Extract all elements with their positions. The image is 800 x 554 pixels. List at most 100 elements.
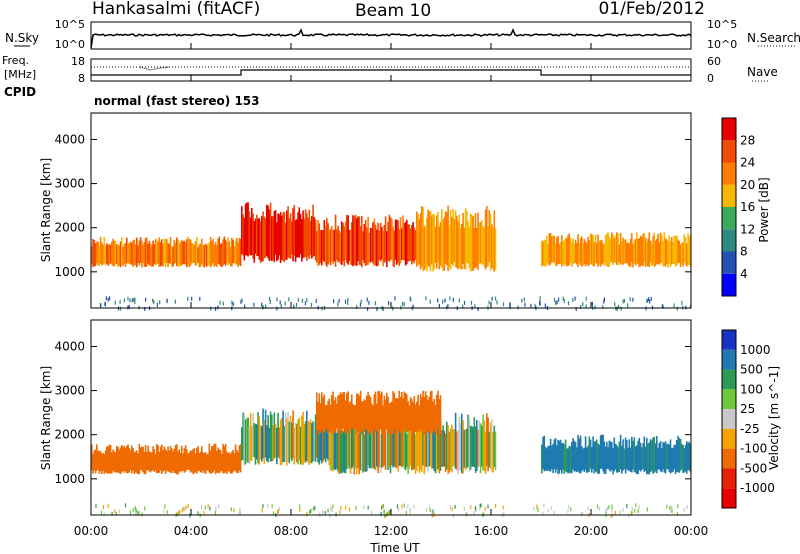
power-colorbar-label: Power [dB] bbox=[757, 177, 771, 242]
heatmap-cell bbox=[114, 300, 116, 305]
heatmap-cell bbox=[428, 415, 431, 467]
heatmap-cell bbox=[107, 446, 109, 474]
heatmap-cell bbox=[402, 215, 404, 260]
heatmap-cell bbox=[646, 298, 649, 303]
heatmap-cell bbox=[541, 444, 543, 474]
heatmap-cell bbox=[448, 431, 451, 473]
heatmap-cell bbox=[329, 513, 331, 518]
heatmap-cell bbox=[486, 413, 488, 466]
heatmap-cell bbox=[554, 438, 557, 473]
heatmap-cell bbox=[391, 422, 393, 466]
heatmap-cell bbox=[310, 302, 313, 307]
heatmap-cell bbox=[291, 221, 293, 255]
heatmap-cell bbox=[424, 391, 427, 432]
heatmap-cell bbox=[439, 414, 442, 471]
heatmap-cell bbox=[266, 204, 268, 256]
heatmap-cell bbox=[294, 422, 297, 459]
heatmap-cell bbox=[272, 216, 274, 260]
heatmap-cell bbox=[635, 503, 637, 508]
colorbar-segment bbox=[722, 369, 736, 390]
colorbar-tick-label: 20 bbox=[740, 178, 755, 192]
heatmap-cell bbox=[317, 220, 319, 267]
heatmap-cell bbox=[381, 391, 383, 435]
heatmap-cell bbox=[467, 414, 469, 467]
heatmap-cell bbox=[156, 240, 158, 265]
heatmap-cell bbox=[398, 429, 401, 466]
heatmap-cell bbox=[292, 208, 294, 262]
heatmap-cell bbox=[356, 218, 358, 266]
heatmap-cell bbox=[231, 237, 233, 267]
heatmap-cell bbox=[653, 232, 656, 268]
heatmap-cell bbox=[204, 451, 207, 474]
heatmap-cell bbox=[136, 237, 138, 268]
heatmap-cell bbox=[454, 210, 457, 268]
heatmap-cell bbox=[317, 425, 319, 463]
heatmap-cell bbox=[622, 439, 624, 471]
heatmap-cell bbox=[401, 301, 404, 306]
heatmap-cell bbox=[381, 416, 383, 468]
heatmap-cell bbox=[149, 243, 152, 266]
heatmap-cell bbox=[631, 506, 633, 511]
heatmap-cell bbox=[544, 240, 547, 267]
heatmap-cell bbox=[103, 236, 106, 264]
heatmap-cell bbox=[368, 233, 371, 263]
heatmap-cell bbox=[577, 435, 579, 472]
heatmap-cell bbox=[569, 446, 572, 474]
heatmap-cell bbox=[334, 397, 337, 434]
heatmap-cell bbox=[331, 414, 333, 471]
heatmap-cell bbox=[182, 241, 184, 265]
heatmap-cell bbox=[419, 426, 422, 471]
heatmap-cell bbox=[378, 391, 381, 430]
heatmap-cell bbox=[244, 419, 247, 465]
heatmap-cell bbox=[611, 508, 613, 513]
heatmap-cell bbox=[491, 224, 493, 268]
heatmap-cell bbox=[332, 391, 334, 431]
heatmap-cell bbox=[319, 230, 322, 264]
heatmap-cell bbox=[487, 226, 489, 267]
heatmap-cell bbox=[543, 239, 546, 267]
heatmap-cell bbox=[463, 227, 466, 269]
heatmap-cell bbox=[388, 432, 391, 468]
heatmap-cell bbox=[662, 442, 664, 470]
heatmap-cell bbox=[261, 508, 263, 513]
heatmap-cell bbox=[316, 392, 318, 431]
heatmap-cell bbox=[686, 441, 688, 474]
heatmap-cell bbox=[546, 448, 548, 472]
heatmap-cell bbox=[99, 237, 102, 264]
heatmap-cell bbox=[302, 210, 304, 258]
colorbar-segment bbox=[722, 140, 736, 163]
heatmap-cell bbox=[97, 241, 99, 266]
heatmap-cell bbox=[309, 220, 312, 255]
heatmap-cell bbox=[359, 422, 362, 471]
heatmap-cell bbox=[163, 509, 165, 514]
heatmap-cell bbox=[562, 296, 564, 301]
heatmap-cell bbox=[588, 240, 591, 265]
heatmap-cell bbox=[118, 509, 120, 514]
colorbar-tick-label: -100 bbox=[740, 442, 767, 456]
heatmap-cell bbox=[394, 398, 397, 433]
heatmap-cell bbox=[241, 427, 243, 461]
heatmap-cell bbox=[557, 235, 559, 264]
heatmap-cell bbox=[310, 509, 312, 514]
heatmap-cell bbox=[446, 212, 448, 266]
heatmap-cell bbox=[304, 421, 307, 463]
heatmap-cell bbox=[234, 444, 237, 472]
freq-label-1: Freq. bbox=[2, 54, 29, 67]
heatmap-cell bbox=[622, 299, 624, 304]
heatmap-cell bbox=[676, 306, 678, 311]
heatmap-cell bbox=[197, 511, 199, 516]
heatmap-cell bbox=[605, 508, 607, 513]
heatmap-cell bbox=[641, 236, 643, 266]
heatmap-cell bbox=[364, 220, 367, 266]
heatmap-cell bbox=[542, 511, 544, 516]
velocity-y-axis: 1000 2000 3000 4000 bbox=[54, 339, 691, 486]
heatmap-cell bbox=[372, 405, 374, 432]
heatmap-cell bbox=[438, 303, 440, 308]
heatmap-cell bbox=[437, 414, 439, 469]
heatmap-cell bbox=[288, 297, 290, 302]
heatmap-cell bbox=[382, 231, 384, 267]
heatmap-cell bbox=[174, 444, 177, 474]
heatmap-cell bbox=[280, 304, 282, 309]
heatmap-cell bbox=[656, 436, 658, 474]
heatmap-cell bbox=[230, 507, 232, 512]
